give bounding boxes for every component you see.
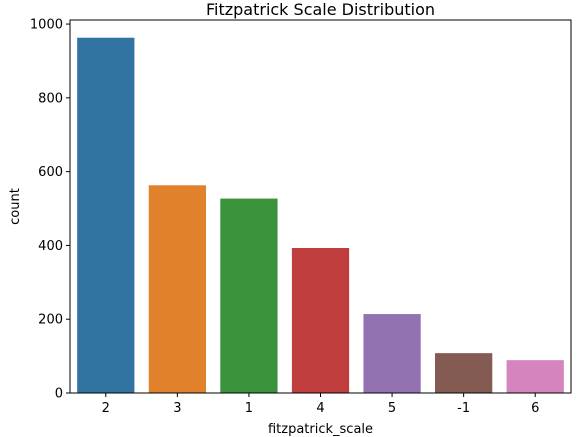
x-tick-label: -1	[457, 401, 470, 416]
y-axis-label: count	[8, 188, 23, 225]
y-tick-label: 0	[55, 387, 63, 402]
x-tick-label: 5	[388, 401, 396, 416]
y-tick-label: 600	[38, 165, 63, 180]
y-tick-label: 800	[38, 91, 63, 106]
bar-1	[220, 199, 277, 393]
x-tick-label: 6	[531, 401, 539, 416]
chart-title: Fitzpatrick Scale Distribution	[206, 0, 435, 19]
x-axis-ticks: 2 3 1 4 5 -1 6	[102, 393, 540, 416]
y-tick-label: 400	[38, 239, 63, 254]
x-tick-label: 4	[316, 401, 324, 416]
bar-5	[363, 314, 420, 393]
bars-group	[77, 38, 564, 393]
x-tick-label: 2	[102, 401, 110, 416]
y-axis-ticks: 0 200 400 600 800 1000	[30, 18, 70, 402]
x-axis-label: fitzpatrick_scale	[268, 422, 373, 437]
bar-4	[292, 248, 349, 393]
bar-6	[507, 360, 564, 393]
x-tick-label: 3	[173, 401, 181, 416]
bar-2	[77, 38, 134, 393]
bar--1	[435, 353, 492, 393]
bar-3	[149, 185, 206, 393]
y-tick-label: 1000	[30, 18, 63, 33]
y-tick-label: 200	[38, 313, 63, 328]
x-tick-label: 1	[245, 401, 253, 416]
